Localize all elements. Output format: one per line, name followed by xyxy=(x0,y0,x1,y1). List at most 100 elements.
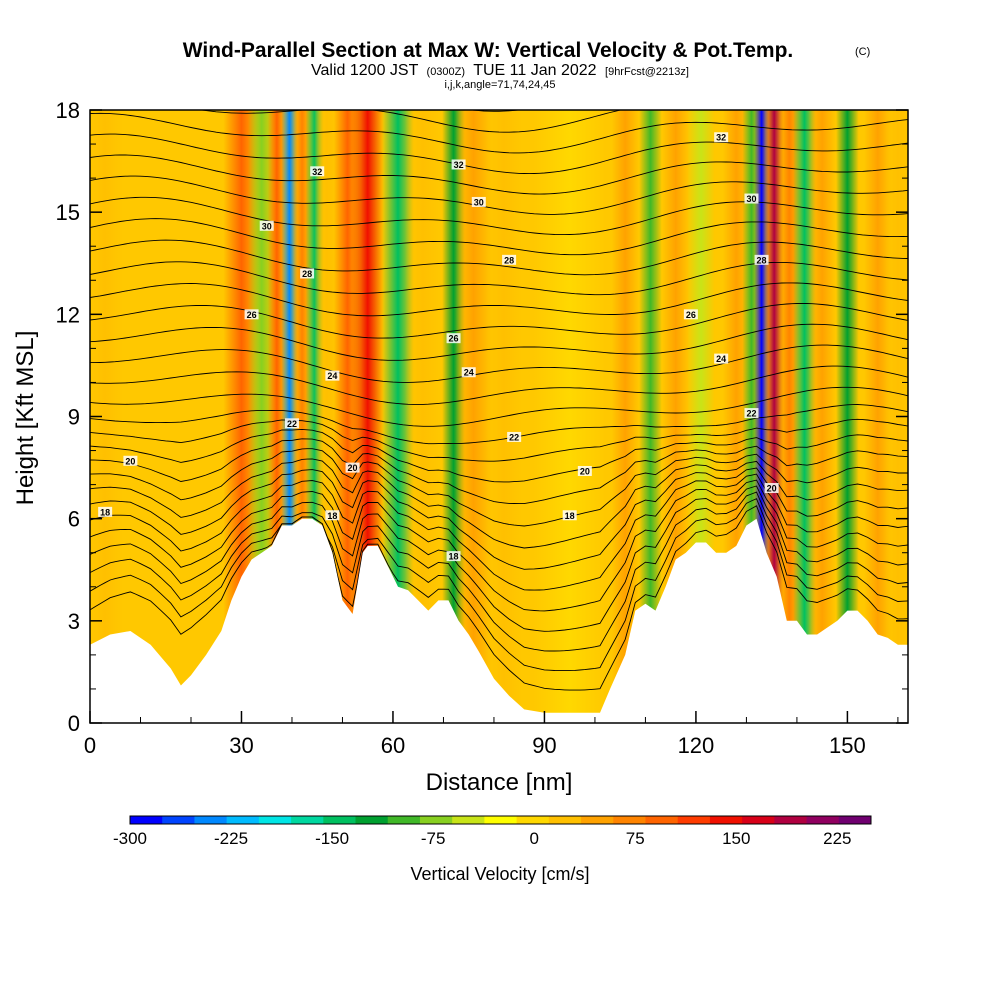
contour-label-text: 30 xyxy=(262,221,272,231)
colorbar-swatch xyxy=(226,816,260,824)
x-tick-label: 90 xyxy=(532,733,556,758)
contour-label-bg xyxy=(310,166,325,177)
colorbar-swatch xyxy=(162,816,195,824)
contour-label: 20 xyxy=(577,465,592,476)
colorbar-swatch xyxy=(709,816,743,824)
contour-label: 30 xyxy=(259,220,274,231)
colorbar-frame xyxy=(129,815,872,825)
theta-contour xyxy=(90,448,908,527)
contour-label-bg xyxy=(259,220,274,231)
contour-label-bg xyxy=(325,370,340,381)
theta-contour xyxy=(90,505,908,691)
contour-label-bg xyxy=(461,367,476,378)
contour-label: 32 xyxy=(310,166,325,177)
terrain-mask xyxy=(90,518,908,723)
contour-label: 24 xyxy=(714,353,729,364)
contour-label-text: 30 xyxy=(474,197,484,207)
contour-label: 22 xyxy=(744,408,759,419)
contour-label-text: 18 xyxy=(100,507,110,517)
chart-subtitle: Valid 1200 JST (0300Z) TUE 11 Jan 2022 [… xyxy=(311,62,689,79)
colorbar-tick-label: 75 xyxy=(626,829,645,848)
contour-label-bg xyxy=(683,309,698,320)
contour-label-bg xyxy=(744,408,759,419)
theta-contour xyxy=(90,498,908,672)
y-tick-label: 9 xyxy=(68,405,80,430)
contour-label-bg xyxy=(562,510,577,521)
colorbar-swatch xyxy=(581,816,614,824)
contour-label-bg xyxy=(446,333,461,344)
contour-label: 32 xyxy=(451,159,466,170)
valid-time: Valid 1200 JST xyxy=(311,62,419,79)
contour-label-text: 20 xyxy=(767,484,777,494)
contour-label-text: 32 xyxy=(312,167,322,177)
theta-contour xyxy=(90,282,908,317)
contour-label: 28 xyxy=(300,268,315,279)
valid-utc: (0300Z) xyxy=(427,66,466,78)
contour-label-text: 28 xyxy=(302,269,312,279)
colorbar-tick-label: -225 xyxy=(214,829,248,848)
colorbar-tick-label: -75 xyxy=(421,829,446,848)
theta-contour xyxy=(90,303,908,339)
y-tick-label: 18 xyxy=(56,98,80,123)
contour-label-bg xyxy=(764,483,779,494)
theta-contour xyxy=(90,239,908,276)
colorbar-swatch xyxy=(806,816,840,824)
contour-label-text: 28 xyxy=(504,255,514,265)
theta-contour xyxy=(90,485,908,632)
colorbar-tick-label: 225 xyxy=(823,829,851,848)
contour-label-text: 18 xyxy=(449,552,459,562)
contour-label-text: 26 xyxy=(247,310,257,320)
contour-label-bg xyxy=(451,159,466,170)
contour-label: 20 xyxy=(123,455,138,466)
theta-contour xyxy=(90,344,908,383)
theta-contour xyxy=(90,133,908,175)
contour-label: 28 xyxy=(502,254,517,265)
contour-label: 18 xyxy=(562,510,577,521)
theta-contour xyxy=(468,110,522,112)
contour-label: 20 xyxy=(764,483,779,494)
contour-label-bg xyxy=(577,465,592,476)
contour-label-bg xyxy=(507,431,522,442)
theta-contour xyxy=(90,491,908,652)
contour-label: 30 xyxy=(744,193,759,204)
w-band xyxy=(639,110,662,723)
contour-label: 32 xyxy=(714,132,729,143)
colorbar-swatch xyxy=(484,816,518,824)
contour-labels: 18 20 26 30 22 28 32 18 24 20 18 26 32 24 30 22 28 18 20 26… xyxy=(98,132,779,562)
theta-contour xyxy=(90,458,908,549)
contour-label-bg xyxy=(471,196,486,207)
theta-contour xyxy=(90,218,908,256)
y-tick-label: 6 xyxy=(68,507,80,532)
colorbar-swatch xyxy=(130,816,163,824)
x-tick-label: 0 xyxy=(84,733,96,758)
contour-label-text: 30 xyxy=(746,194,756,204)
contour-label-text: 18 xyxy=(565,511,575,521)
colorbar-swatch xyxy=(516,816,550,824)
x-tick-label: 60 xyxy=(381,733,405,758)
x-tick-label: 150 xyxy=(829,733,866,758)
contour-label-text: 20 xyxy=(125,456,135,466)
contour-label-text: 32 xyxy=(716,133,726,143)
potential-temperature-contours xyxy=(90,110,908,691)
contour-label-text: 26 xyxy=(686,310,696,320)
contour-label-bg xyxy=(714,353,729,364)
y-axis-label: Height [Kft MSL] xyxy=(12,331,39,506)
colorbar-swatch xyxy=(742,816,775,824)
contour-label: 24 xyxy=(461,367,476,378)
terrain xyxy=(90,518,908,723)
colorbar-title: Vertical Velocity [cm/s] xyxy=(410,864,589,884)
contour-label: 22 xyxy=(284,418,299,429)
theta-contour xyxy=(90,473,908,591)
colorbar-tick-label: 0 xyxy=(529,829,538,848)
contour-label-bg xyxy=(244,309,259,320)
contour-label: 26 xyxy=(446,333,461,344)
theta-contour xyxy=(90,365,908,405)
colorbar-swatch xyxy=(387,816,421,824)
colorbar-swatch xyxy=(355,816,389,824)
contour-label: 28 xyxy=(754,254,769,265)
forecast-info: [9hrFcst@2213z] xyxy=(605,66,689,78)
theta-contour xyxy=(90,112,908,154)
theta-contour xyxy=(90,196,908,236)
contour-label-text: 24 xyxy=(327,371,337,381)
contour-label-text: 22 xyxy=(509,432,519,442)
